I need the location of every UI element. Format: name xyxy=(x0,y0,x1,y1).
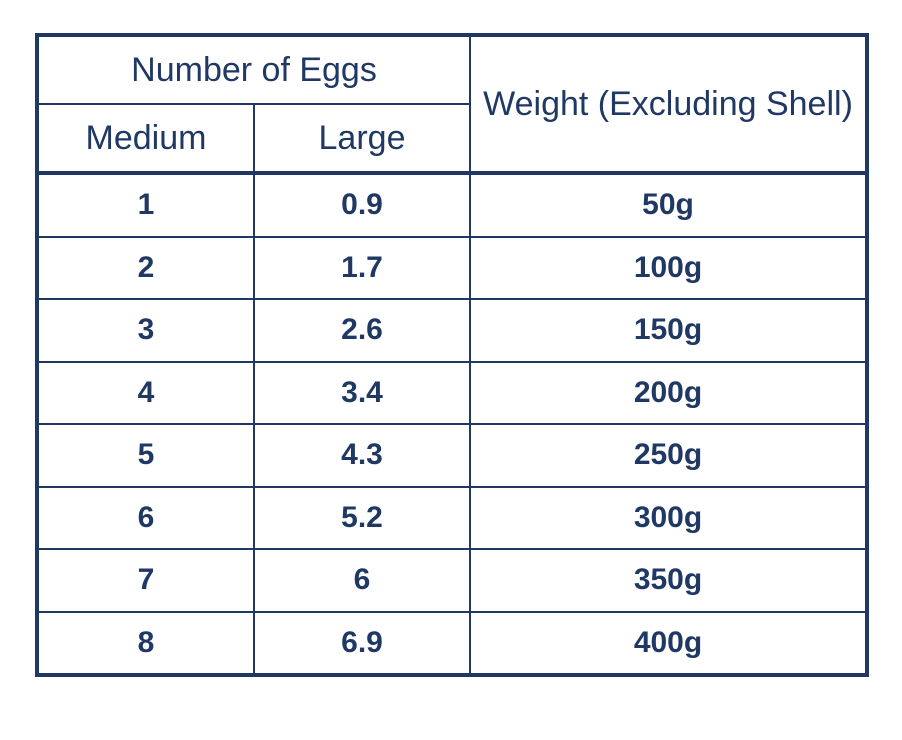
cell-weight: 300g xyxy=(469,485,869,550)
cell-medium: 2 xyxy=(36,235,255,300)
table-row: 4 3.4 200g xyxy=(36,360,869,425)
table-row: 8 6.9 400g xyxy=(36,610,869,676)
cell-large: 6.9 xyxy=(252,610,472,676)
cell-large: 4.3 xyxy=(252,423,472,488)
cell-large: 1.7 xyxy=(252,235,472,300)
cell-medium: 4 xyxy=(36,360,255,425)
header-number-of-eggs: Number of Eggs xyxy=(35,34,472,105)
cell-medium: 3 xyxy=(36,298,255,363)
table-row: 7 6 350g xyxy=(36,548,869,613)
cell-weight: 150g xyxy=(469,298,869,363)
cell-weight: 250g xyxy=(469,423,869,488)
cell-large: 2.6 xyxy=(252,298,472,363)
header-row-sub: Medium Large xyxy=(36,103,867,175)
cell-large: 0.9 xyxy=(252,172,472,238)
header-large: Large xyxy=(252,103,472,175)
cell-large: 5.2 xyxy=(252,485,472,550)
cell-weight: 100g xyxy=(469,235,869,300)
cell-large: 3.4 xyxy=(252,360,472,425)
cell-medium: 1 xyxy=(36,172,255,238)
cell-large: 6 xyxy=(252,548,472,613)
cell-medium: 8 xyxy=(36,610,255,676)
cell-weight: 400g xyxy=(469,610,869,676)
table-row: 2 1.7 100g xyxy=(36,235,869,300)
cell-weight: 50g xyxy=(469,172,869,238)
table-row: 3 2.6 150g xyxy=(36,298,869,363)
header-medium: Medium xyxy=(36,103,255,175)
table-row: 6 5.2 300g xyxy=(36,485,869,550)
table-row: 5 4.3 250g xyxy=(36,423,869,488)
egg-weight-table-container: Number of Eggs Weight (Excluding Shell) … xyxy=(35,33,870,677)
cell-medium: 6 xyxy=(36,485,255,550)
cell-medium: 5 xyxy=(36,423,255,488)
table-row: 1 0.9 50g xyxy=(36,172,869,238)
header-row-group: Number of Eggs Weight (Excluding Shell) xyxy=(35,34,869,175)
header-weight: Weight (Excluding Shell) xyxy=(469,34,869,175)
egg-weight-table: Number of Eggs Weight (Excluding Shell) … xyxy=(35,33,870,677)
cell-weight: 350g xyxy=(469,548,869,613)
cell-medium: 7 xyxy=(36,548,255,613)
cell-weight: 200g xyxy=(469,360,869,425)
